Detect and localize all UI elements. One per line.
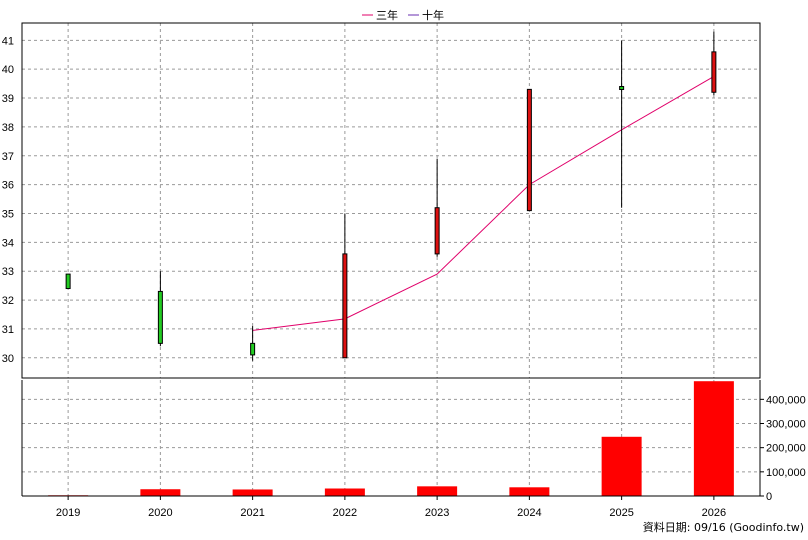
price-tick-label: 38	[2, 122, 14, 134]
candle-body	[619, 85, 625, 90]
x-tick-label: 2022	[333, 507, 357, 519]
volume-bar	[324, 488, 365, 496]
x-tick-label: 2025	[609, 507, 633, 519]
legend-label-10yr: 十年	[422, 8, 444, 22]
candle-body	[434, 207, 440, 255]
price-tick-label: 40	[2, 64, 14, 76]
volume-bar	[417, 486, 458, 496]
price-tick-label: 35	[2, 208, 14, 220]
x-tick-label: 2020	[148, 507, 172, 519]
candle-body	[250, 342, 256, 356]
price-tick-label: 39	[2, 93, 14, 105]
volume-bar	[232, 489, 273, 496]
x-tick-label: 2024	[517, 507, 541, 519]
candle-body	[711, 51, 717, 93]
price-tick-label: 37	[2, 151, 14, 163]
candle-body	[342, 253, 348, 359]
volume-bar	[693, 381, 734, 496]
candle-body	[65, 273, 71, 290]
x-tick-label: 2019	[56, 507, 80, 519]
price-panel: 30 31 32 33 34 35 36 37 38 39 40 41	[2, 22, 761, 379]
volume-bar	[601, 436, 642, 496]
x-tick-label: 2026	[702, 507, 726, 519]
volume-tick-label: 300,000	[766, 419, 806, 431]
volume-tick-label: 200,000	[766, 443, 806, 455]
volume-bar	[509, 487, 550, 496]
price-tick-label: 41	[2, 35, 14, 47]
x-tick-label: 2021	[240, 507, 264, 519]
price-tick-label: 33	[2, 266, 14, 278]
price-plot-frame	[21, 22, 761, 379]
moving-average-line	[252, 75, 715, 331]
volume-tick-label: 0	[766, 491, 772, 503]
candle-body	[526, 88, 532, 212]
volume-bar	[140, 489, 181, 496]
volume-tick-label: 400,000	[766, 394, 806, 406]
candle-body	[157, 290, 163, 344]
volume-tick-label: 100,000	[766, 467, 806, 479]
price-tick-label: 30	[2, 353, 14, 365]
x-tick-label: 2023	[425, 507, 449, 519]
data-date-source: 資料日期: 09/16 (Goodinfo.tw)	[643, 520, 804, 534]
price-tick-label: 34	[2, 237, 14, 249]
legend: 三年 十年	[362, 8, 444, 22]
price-tick-label: 32	[2, 295, 14, 307]
price-tick-label: 36	[2, 180, 14, 192]
price-tick-label: 31	[2, 324, 14, 336]
volume-panel: 0 100,000 200,000 300,000 400,000 2019 2020 202…	[21, 380, 806, 519]
legend-label-3yr: 三年	[376, 8, 398, 22]
